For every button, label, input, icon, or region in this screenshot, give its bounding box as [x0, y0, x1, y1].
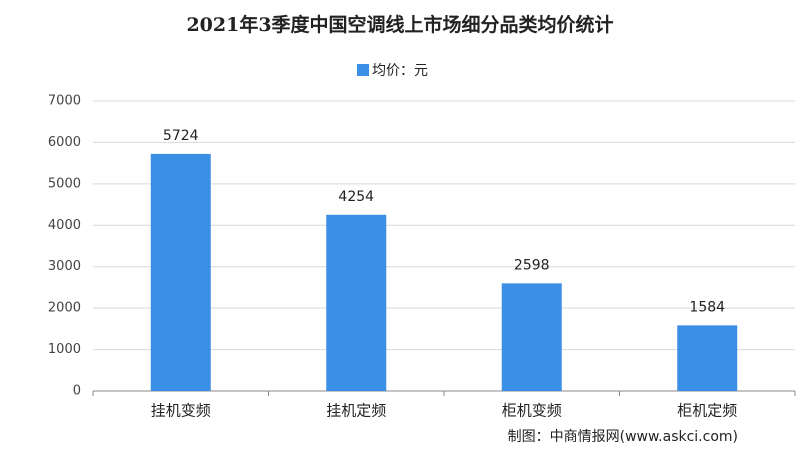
y-tick-label: 5000: [48, 176, 81, 191]
y-tick-label: 4000: [48, 218, 81, 233]
x-tick-label: 挂机定频: [326, 402, 386, 420]
source: 制图：中商情报网(www.askci.com): [508, 429, 738, 445]
x-tick-label: 挂机变频: [151, 402, 211, 420]
x-tick-label: 柜机定频: [677, 402, 737, 420]
y-tick-label: 1000: [48, 342, 81, 357]
bar: [501, 283, 562, 391]
value-label: 1584: [689, 299, 725, 315]
y-tick-label: 6000: [48, 135, 81, 150]
x-tick-label: 柜机变频: [502, 402, 562, 420]
y-tick-label: 7000: [48, 94, 81, 109]
value-label: 2598: [514, 257, 550, 273]
y-tick-label: 3000: [48, 259, 81, 274]
chart-title: 2021年3季度中国空调线上市场细分品类均价统计: [186, 13, 613, 36]
bar: [677, 325, 738, 391]
y-tick-label: 2000: [48, 301, 81, 316]
value-label: 5724: [163, 128, 199, 144]
value-label: 4254: [338, 189, 374, 205]
bar: [150, 153, 211, 391]
y-tick-label: 0: [73, 384, 81, 399]
legend-label: 均价：元: [372, 63, 428, 79]
bar: [326, 214, 387, 391]
legend-swatch: [357, 64, 369, 76]
